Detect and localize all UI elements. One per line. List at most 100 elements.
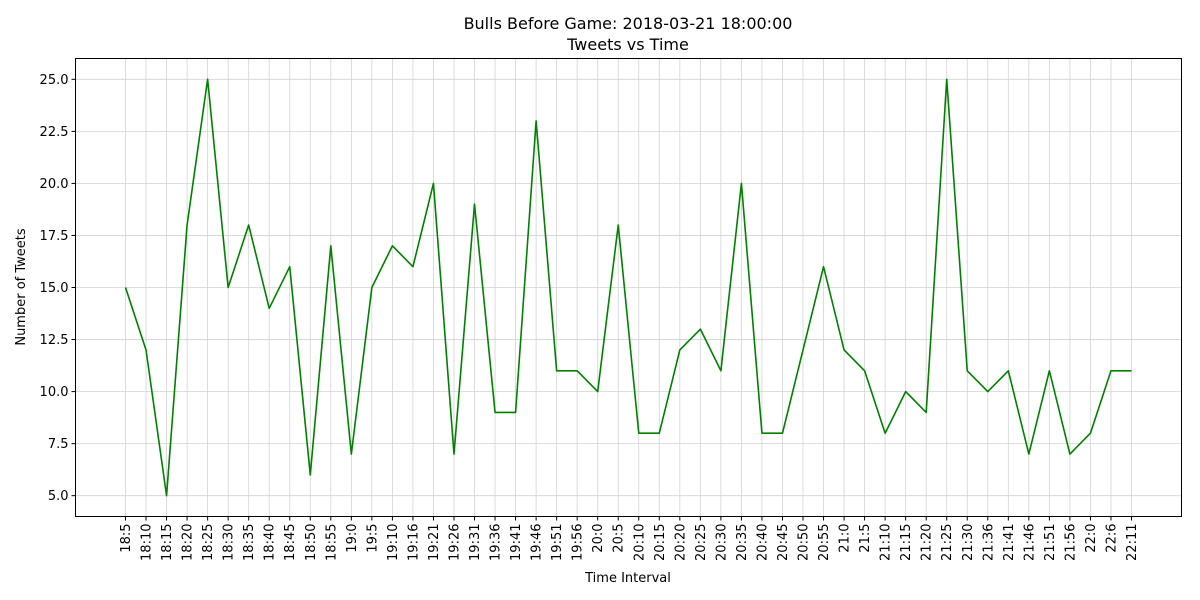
x-axis: 18:5 18:10 18:15 18:20 18:25 18:30 18:35 18:40 1… — [119, 516, 1140, 561]
data-point — [329, 244, 332, 247]
data-point — [863, 369, 866, 372]
x-tick-label: 20:35 — [735, 524, 750, 561]
data-point — [206, 78, 209, 81]
x-tick-label: 21:15 — [899, 524, 914, 561]
data-point — [576, 369, 579, 372]
x-tick-label: 21:0 — [838, 524, 853, 553]
data-point — [719, 369, 722, 372]
chart-title-line1: Bulls Before Game: 2018-03-21 18:00:00 — [464, 14, 793, 33]
y-tick-label: 25.0 — [40, 73, 69, 88]
data-point — [740, 182, 743, 185]
x-tick-label: 19:36 — [489, 524, 504, 561]
data-point — [925, 411, 928, 414]
series-line-tweets — [124, 78, 1132, 497]
x-tick-label: 19:41 — [509, 524, 524, 561]
data-point — [432, 182, 435, 185]
y-axis: 5.0 7.5 10.0 12.5 15.0 17.5 20.0 22.5 25.0 — [40, 73, 76, 504]
data-point — [966, 369, 969, 372]
x-tick-label: 18:30 — [222, 524, 237, 561]
data-point — [1089, 432, 1092, 435]
data-point — [473, 203, 476, 206]
x-tick-label: 19:10 — [386, 524, 401, 561]
x-tick-label: 20:30 — [714, 524, 729, 561]
data-point — [309, 473, 312, 476]
x-tick-label: 21:51 — [1043, 524, 1058, 561]
data-point — [555, 369, 558, 372]
data-point — [1068, 453, 1071, 456]
x-tick-label: 19:31 — [468, 524, 483, 561]
x-axis-label: Time Interval — [584, 571, 671, 586]
x-tick-label: 21:36 — [981, 524, 996, 561]
data-point — [904, 390, 907, 393]
grid-lines — [75, 58, 1182, 517]
data-point — [884, 432, 887, 435]
x-tick-label: 19:5 — [365, 524, 380, 553]
data-point — [124, 286, 127, 289]
data-point — [658, 432, 661, 435]
data-point — [411, 265, 414, 268]
y-axis-label: Number of Tweets — [14, 228, 29, 346]
x-tick-label: 22:11 — [1125, 524, 1140, 561]
chart-title-line2: Tweets vs Time — [566, 35, 689, 54]
data-point — [986, 390, 989, 393]
data-point — [760, 432, 763, 435]
data-point — [596, 390, 599, 393]
data-point — [145, 348, 148, 351]
y-tick-label: 12.5 — [40, 333, 69, 348]
y-tick-label: 15.0 — [40, 281, 69, 296]
data-point — [514, 411, 517, 414]
x-tick-label: 21:20 — [920, 524, 935, 561]
data-point — [822, 265, 825, 268]
x-tick-label: 18:35 — [242, 524, 257, 561]
x-tick-label: 19:51 — [550, 524, 565, 561]
x-tick-label: 22:0 — [1084, 524, 1099, 553]
data-point — [678, 348, 681, 351]
x-tick-label: 21:5 — [858, 524, 873, 553]
x-tick-label: 20:40 — [755, 524, 770, 561]
x-tick-label: 18:25 — [201, 524, 216, 561]
data-point — [1048, 369, 1051, 372]
x-tick-label: 19:56 — [571, 524, 586, 561]
data-point — [535, 119, 538, 122]
data-point — [288, 265, 291, 268]
x-tick-label: 21:10 — [879, 524, 894, 561]
y-tick-label: 20.0 — [40, 177, 69, 192]
x-tick-label: 18:20 — [181, 524, 196, 561]
data-point — [1109, 369, 1112, 372]
x-tick-label: 19:21 — [427, 524, 442, 561]
y-tick-label: 22.5 — [40, 125, 69, 140]
data-point — [227, 286, 230, 289]
data-point — [1130, 369, 1133, 372]
x-tick-label: 19:26 — [447, 524, 462, 561]
data-point — [781, 432, 784, 435]
data-point — [617, 224, 620, 227]
x-tick-label: 18:50 — [304, 524, 319, 561]
x-tick-label: 19:0 — [345, 524, 360, 553]
x-tick-label: 20:45 — [776, 524, 791, 561]
x-tick-label: 18:40 — [263, 524, 278, 561]
x-tick-label: 21:30 — [961, 524, 976, 561]
x-tick-label: 18:5 — [119, 524, 134, 553]
data-point — [637, 432, 640, 435]
x-tick-label: 21:56 — [1063, 524, 1078, 561]
data-point — [247, 224, 250, 227]
x-tick-label: 18:45 — [283, 524, 298, 561]
x-tick-label: 19:46 — [530, 524, 545, 561]
data-point — [186, 224, 189, 227]
y-tick-label: 10.0 — [40, 385, 69, 400]
x-tick-label: 20:50 — [797, 524, 812, 561]
data-point — [350, 453, 353, 456]
data-point — [699, 328, 702, 331]
x-tick-label: 20:15 — [653, 524, 668, 561]
x-tick-label: 21:41 — [1002, 524, 1017, 561]
data-point — [494, 411, 497, 414]
data-point — [1027, 453, 1030, 456]
data-point — [802, 348, 805, 351]
data-point — [452, 453, 455, 456]
data-point — [945, 78, 948, 81]
data-point — [843, 348, 846, 351]
y-tick-label: 5.0 — [48, 489, 69, 504]
x-tick-label: 21:46 — [1022, 524, 1037, 561]
